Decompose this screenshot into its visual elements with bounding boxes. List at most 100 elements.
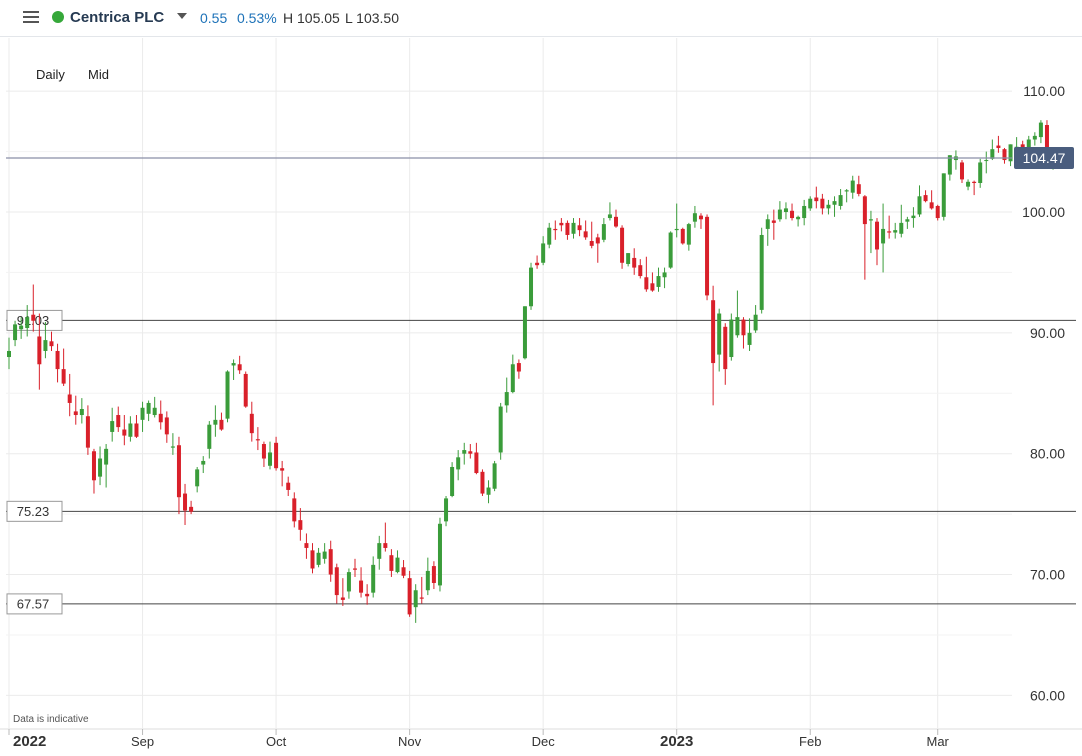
candle-body [419, 597, 424, 599]
instrument-header: Centrica PLC 0.55 0.53% H 105.05 L 103.5… [0, 0, 1082, 37]
candle-body [128, 423, 133, 437]
day-high: H 105.05 [283, 10, 340, 26]
candle-body [644, 277, 649, 290]
instrument-name[interactable]: Centrica PLC [70, 9, 165, 26]
candle-body [571, 222, 576, 234]
gridlines [6, 38, 1012, 728]
candle-body [268, 452, 273, 466]
candle-body [547, 227, 552, 245]
current-price-label-box [1014, 146, 1074, 169]
candle-body [140, 407, 145, 420]
candle-body [255, 439, 260, 441]
chevron-down-icon[interactable] [177, 13, 187, 19]
price-type-selector[interactable]: Mid [88, 67, 109, 82]
y-tick-label: 70.00 [1030, 567, 1065, 583]
candle-body [122, 429, 127, 436]
candle-body [219, 419, 224, 430]
candle-body [346, 572, 351, 592]
candle-body [583, 231, 588, 238]
candle-body [146, 402, 151, 414]
candle-body [668, 232, 673, 268]
candle-body [7, 350, 11, 358]
candle-body [510, 364, 515, 393]
candle-body [104, 448, 109, 465]
candle-body [371, 564, 376, 593]
level-label: 75.23 [17, 504, 50, 519]
timeframe-selector[interactable]: Daily [36, 67, 65, 82]
candle-body [456, 457, 461, 470]
candle-body [972, 181, 977, 184]
current-price-label: 104.47 [1023, 150, 1066, 166]
candle-body [595, 237, 600, 244]
candle-body [929, 202, 934, 209]
candle-body [632, 257, 637, 268]
candle-body [650, 283, 655, 291]
candle-body [978, 162, 983, 184]
candle-body [425, 570, 430, 591]
candle-body [790, 210, 795, 219]
y-tick-label: 60.00 [1030, 687, 1065, 703]
x-tick-label: Oct [266, 734, 287, 749]
candle-body [686, 224, 691, 245]
candle-body [486, 487, 491, 495]
candle-body [808, 198, 813, 209]
candle-body [85, 416, 90, 448]
candle-body [431, 566, 436, 583]
level-label-box [6, 500, 63, 522]
candle-body [947, 155, 952, 175]
candle-body [310, 550, 315, 569]
candle-body [559, 222, 564, 226]
candle-body [662, 272, 667, 278]
candle-body [741, 319, 746, 336]
candle-body [395, 557, 400, 573]
candle-body [535, 262, 540, 266]
candle-body [195, 469, 200, 487]
candle-body [134, 423, 139, 437]
candle-body [31, 314, 36, 321]
candle-body [522, 306, 527, 359]
candle-body [79, 408, 84, 416]
candle-body [516, 363, 521, 372]
candle-body [298, 520, 303, 530]
candle-body [553, 228, 558, 231]
candle-body [389, 555, 394, 571]
candle-body [844, 190, 849, 192]
candle-body [577, 225, 582, 231]
candle-body [1044, 125, 1049, 162]
candle-body [261, 444, 266, 459]
candle-body [176, 445, 181, 498]
candle-body [13, 324, 18, 341]
candle-body [656, 276, 661, 287]
candle-body [541, 243, 546, 263]
candle-body [413, 590, 418, 608]
candle-body [747, 332, 752, 345]
candle-body [383, 543, 388, 548]
candle-body [352, 568, 357, 570]
x-tick-label: Sep [131, 734, 154, 749]
candle-body [498, 406, 503, 453]
candle-body [832, 201, 837, 205]
candle-body [444, 498, 449, 522]
data-disclaimer: Data is indicative [13, 714, 89, 725]
candle-body [614, 216, 618, 227]
candle-body [280, 468, 285, 471]
candle-body [935, 205, 940, 219]
candle-body [49, 341, 54, 347]
candle-body [474, 452, 479, 474]
candle-body [243, 373, 248, 407]
y-tick-label: 110.00 [1023, 83, 1065, 99]
candle-body [292, 498, 297, 522]
candle-body [826, 204, 831, 209]
candle-body [735, 317, 740, 336]
candle-body [334, 567, 339, 596]
candle-body [201, 460, 206, 465]
candle-body [875, 221, 880, 250]
candle-body [705, 216, 710, 296]
market-status-dot [52, 11, 64, 23]
candle-body [814, 197, 819, 202]
candle-body [322, 551, 327, 559]
candle-body [225, 371, 230, 419]
candle-body [905, 219, 910, 222]
hamburger-menu-icon[interactable] [23, 11, 39, 24]
